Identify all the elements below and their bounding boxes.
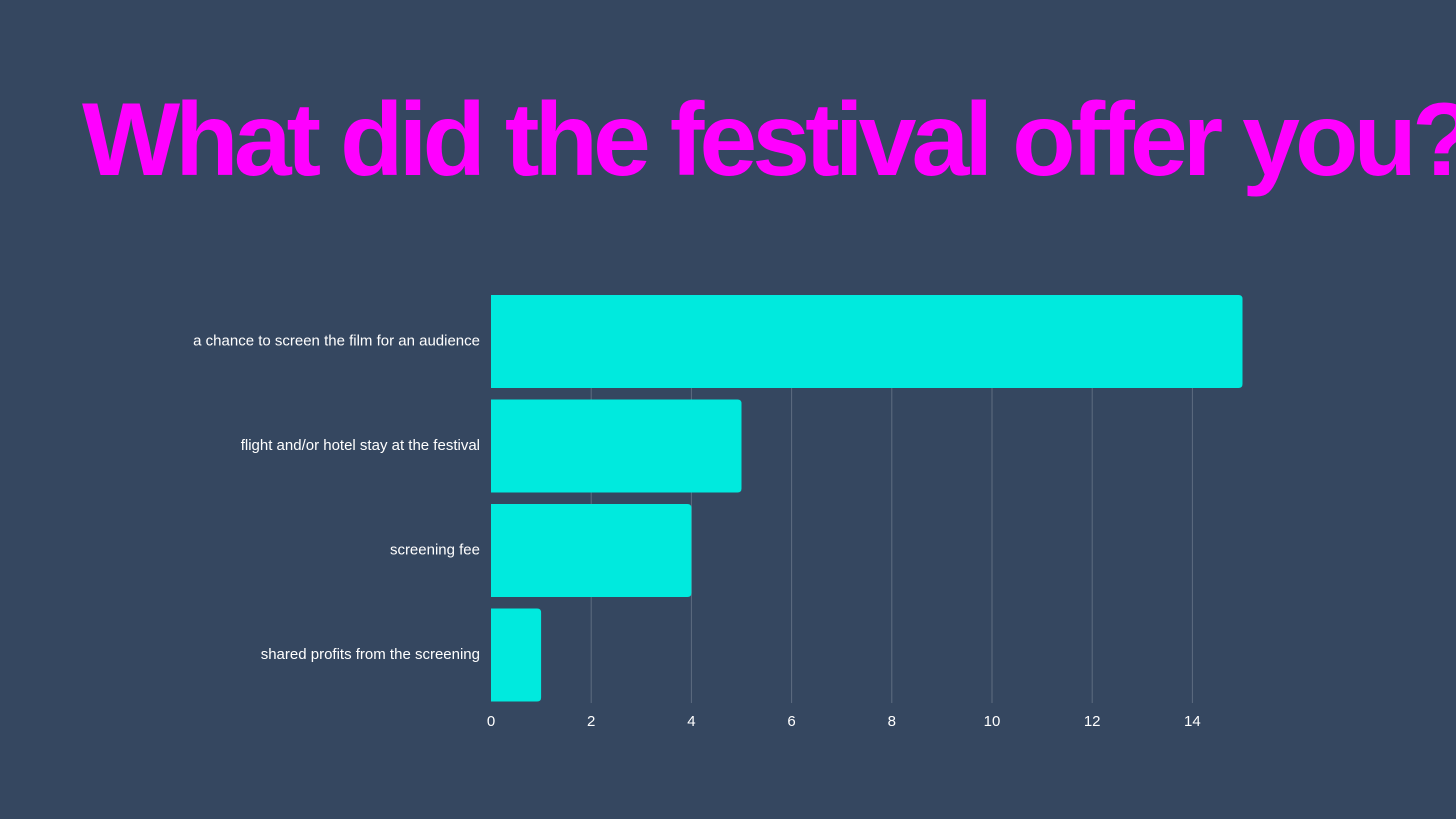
x-axis-ticks: 0 2 4 6 8 10 12 14 [487, 713, 1201, 730]
x-tick-label-4: 4 [687, 713, 695, 730]
category-label-1: a chance to screen the film for an audie… [193, 332, 480, 349]
slide-title: What did the festival offer you? [82, 82, 1456, 198]
category-label-3: screening fee [390, 541, 480, 558]
x-tick-label-10: 10 [984, 713, 1001, 730]
bar-4 [491, 608, 542, 702]
category-label-4: shared profits from the screening [261, 646, 480, 663]
x-tick-label-6: 6 [787, 713, 795, 730]
bar-2 [491, 399, 742, 493]
bars [491, 295, 1243, 702]
x-tick-label-8: 8 [888, 713, 896, 730]
category-label-2: flight and/or hotel stay at the festival [241, 437, 480, 454]
x-tick-label-12: 12 [1084, 713, 1101, 730]
bar-3 [491, 504, 692, 597]
x-tick-label-0: 0 [487, 713, 495, 730]
x-tick-label-14: 14 [1184, 713, 1201, 730]
x-tick-label-2: 2 [587, 713, 595, 730]
category-labels: a chance to screen the film for an audie… [193, 332, 480, 663]
bar-1 [491, 295, 1243, 388]
